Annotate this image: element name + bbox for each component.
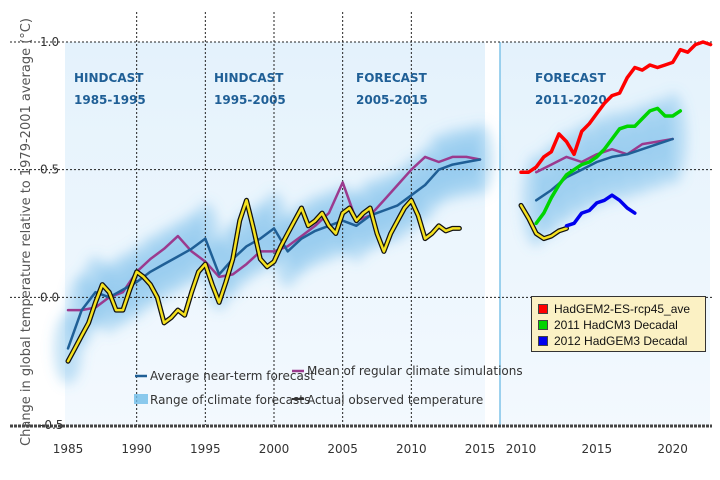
- x-tick-label: 1995: [190, 442, 221, 456]
- legend-swatch-range: [134, 394, 148, 404]
- legend-label-hadcm3: 2011 HadCM3 Decadal: [554, 318, 678, 332]
- section-2-title: HINDCAST: [214, 71, 284, 85]
- section-4-title: FORECAST: [535, 71, 607, 85]
- axis-ticks: 1.0 0.5 0.0 -0.5 1985 1990 1995 2000 2005 2010 201…: [40, 35, 688, 456]
- model-legend: HadGEM2-ES-rcp45_ave 2011 HadCM3 Decadal…: [531, 296, 706, 352]
- legend-swatch-hadgem2: [538, 304, 548, 314]
- y-tick-label: 0.5: [40, 163, 59, 177]
- x-tick-label: 2010: [506, 442, 537, 456]
- y-tick-label: 1.0: [40, 35, 59, 49]
- x-tick-label: 2020: [657, 442, 688, 456]
- section-3-range: 2005-2015: [356, 93, 428, 107]
- legend-swatch-hadgem3: [538, 336, 548, 346]
- model-legend-row: HadGEM2-ES-rcp45_ave: [538, 301, 705, 317]
- y-tick-label: -0.5: [40, 418, 63, 432]
- left-series-average-near-term-forecast: [66, 158, 482, 350]
- main-legend: Average near-term forecast Mean of regul…: [134, 364, 523, 407]
- x-tick-label: 2000: [259, 442, 290, 456]
- x-tick-label: 1990: [121, 442, 152, 456]
- x-tick-label: 1985: [53, 442, 84, 456]
- x-tick-label: 2005: [327, 442, 358, 456]
- legend-label-forecast: Average near-term forecast: [150, 369, 315, 383]
- y-tick-label: 0.0: [40, 290, 59, 304]
- right-series-2012-hadgem3-decadal: [564, 193, 637, 228]
- section-labels: HINDCAST 1985-1995 HINDCAST 1995-2005 FO…: [74, 71, 607, 107]
- x-tick-label: 2015: [582, 442, 613, 456]
- section-1-title: HINDCAST: [74, 71, 144, 85]
- series-lines: [65, 40, 713, 364]
- right-series-2011-hadcm3-decadal: [534, 106, 683, 226]
- legend-label-hadgem2: HadGEM2-ES-rcp45_ave: [554, 302, 691, 316]
- section-2-range: 1995-2005: [214, 93, 286, 107]
- legend-label-range: Range of climate forecasts: [150, 393, 310, 407]
- left-series-actual-observed-temperature: [66, 199, 461, 363]
- x-tick-label: 2015: [465, 442, 496, 456]
- section-3-title: FORECAST: [356, 71, 428, 85]
- right-series-hadgem2-es-rcp45-ave: [519, 40, 713, 174]
- legend-label-hadgem3: 2012 HadGEM3 Decadal: [554, 334, 688, 348]
- legend-label-simulations: Mean of regular climate simulations: [307, 364, 523, 378]
- x-tick-label: 2010: [396, 442, 427, 456]
- right-series-mean-of-regular-climate-simulations: [534, 137, 674, 174]
- section-1-range: 1985-1995: [74, 93, 146, 107]
- legend-swatch-hadcm3: [538, 320, 548, 330]
- legend-label-observed: Actual observed temperature: [307, 393, 483, 407]
- y-axis-label: Change in global temperature relative to…: [19, 18, 34, 446]
- right-series-actual-observed-temperature: [519, 204, 568, 240]
- model-legend-row: 2012 HadGEM3 Decadal: [538, 333, 705, 349]
- model-legend-row: 2011 HadCM3 Decadal: [538, 317, 705, 333]
- section-4-range: 2011-2020: [535, 93, 607, 107]
